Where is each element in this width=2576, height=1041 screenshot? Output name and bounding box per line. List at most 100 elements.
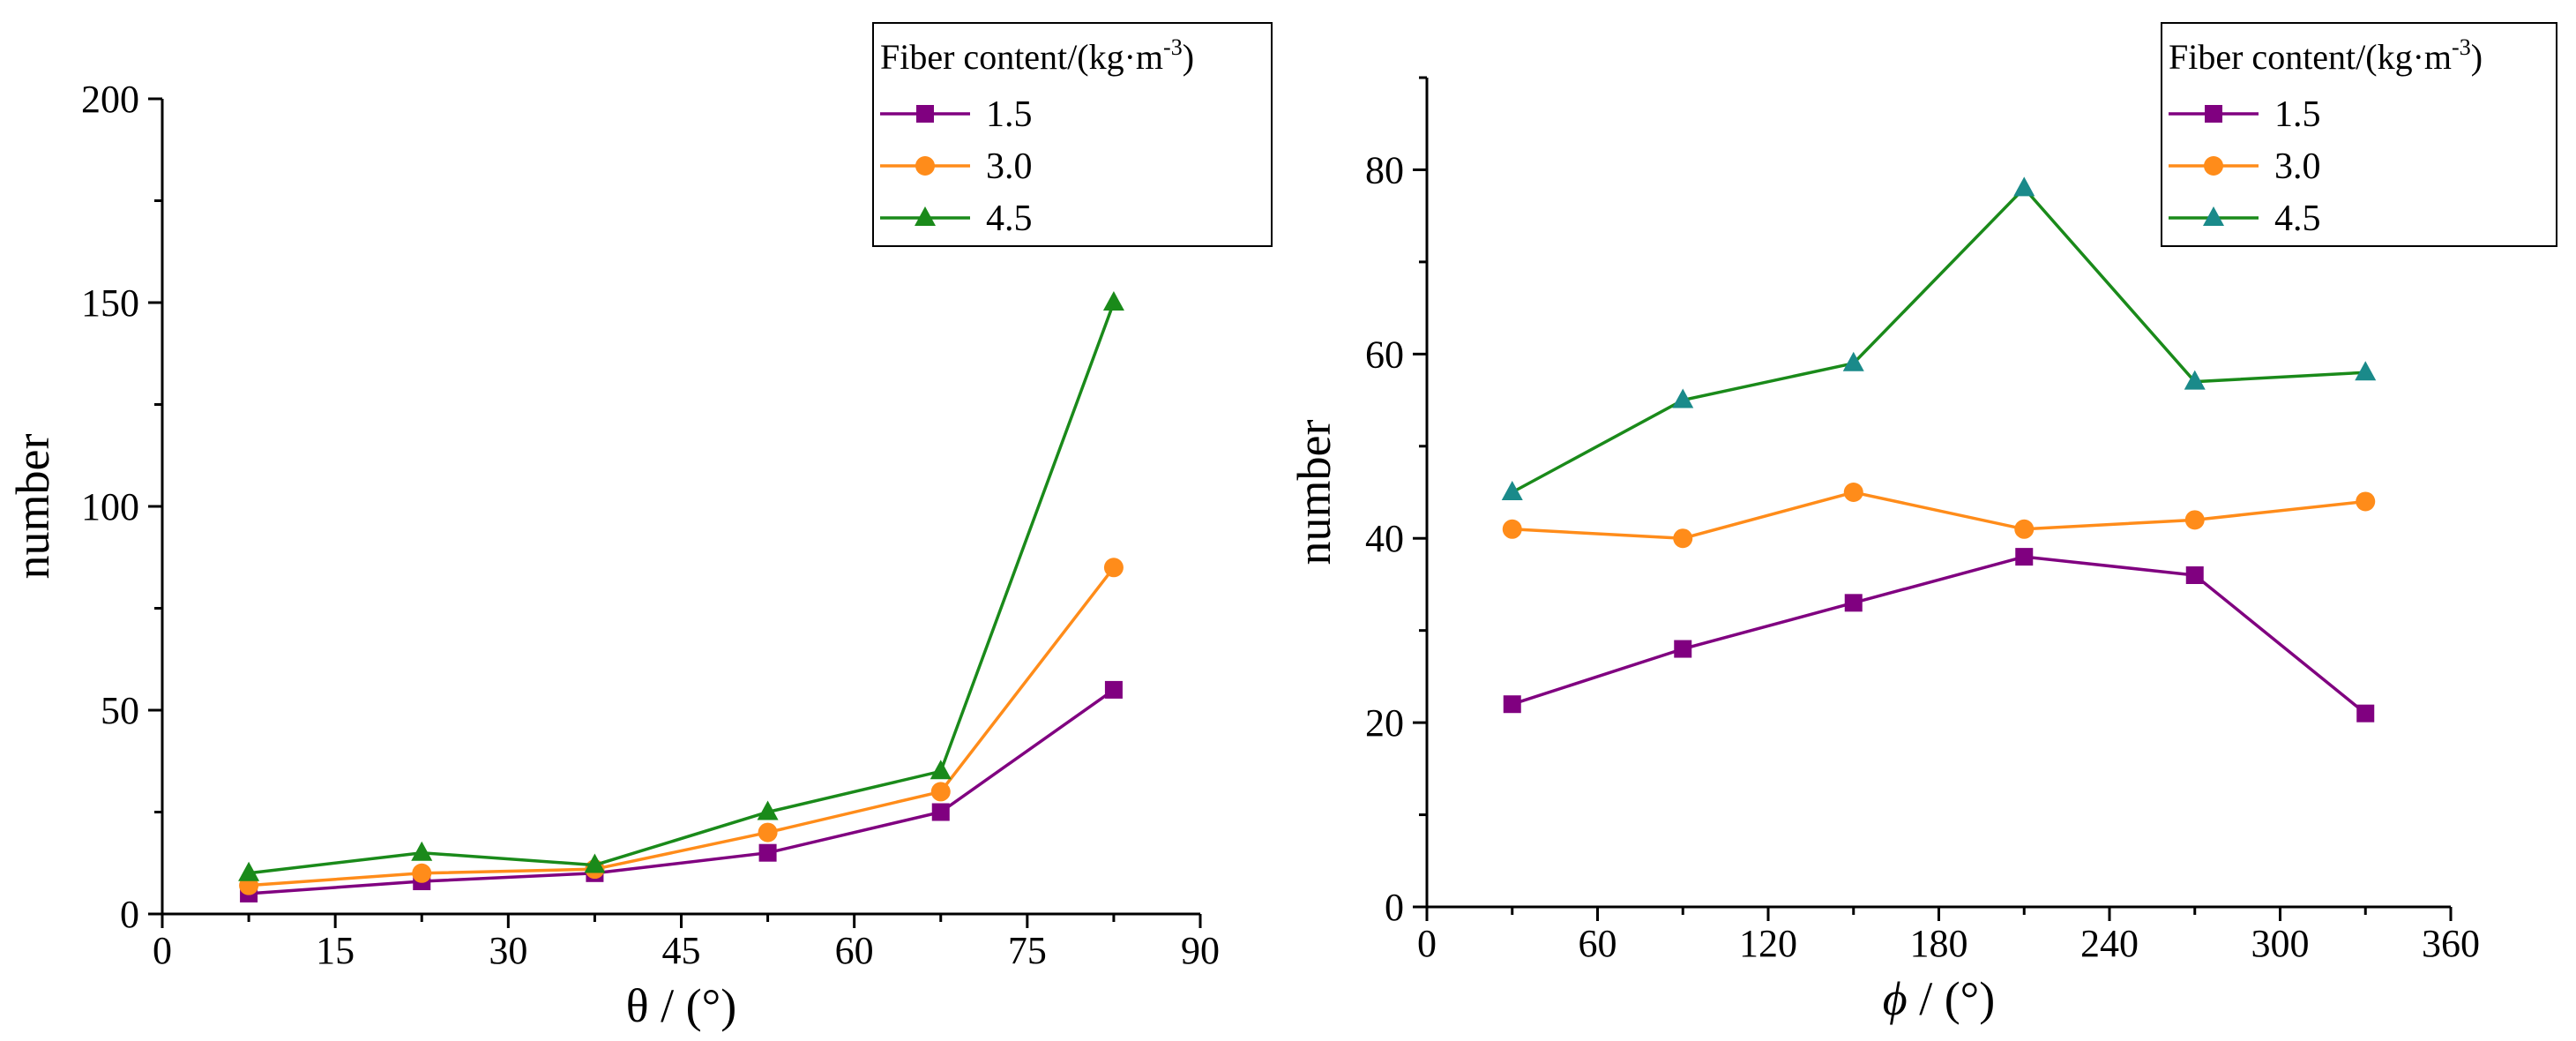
data-point (238, 861, 260, 881)
x-tick-label: 75 (1008, 929, 1047, 972)
legend-title-sup: -3 (2452, 34, 2471, 60)
series-line (1512, 491, 2366, 540)
x-tick-label: 360 (2422, 922, 2480, 965)
series-4.5 (1501, 176, 2377, 500)
legend-marker (915, 156, 935, 176)
x-tick-label: 45 (662, 929, 701, 972)
data-point (1673, 528, 1693, 549)
x-axis-title-symbol: ϕ (1883, 972, 1908, 1025)
data-point (2355, 361, 2377, 381)
x-tick-label: 300 (2251, 922, 2310, 965)
data-point (930, 782, 951, 802)
x-tick-label: 180 (1910, 922, 1968, 965)
chart-2: 0 60 120 180 240 300 360 0 20 40 60 80 ϕ / (°) number… (1288, 22, 2557, 1025)
data-point (1843, 483, 1863, 502)
y-tick-label: 60 (1365, 333, 1404, 376)
x-tick-label: 60 (835, 929, 874, 972)
x-axis-title: θ / (°) (626, 979, 736, 1032)
y-tick-label: 20 (1365, 701, 1404, 745)
data-point (2356, 704, 2375, 723)
y-axis-title: number (6, 434, 59, 580)
data-point (2356, 491, 2376, 512)
data-point (1103, 558, 1124, 578)
legend-label: 4.5 (986, 198, 1033, 239)
y-tick-label: 0 (1385, 886, 1404, 929)
data-point (411, 841, 433, 861)
series-line (248, 688, 1115, 895)
data-point (1104, 680, 1123, 699)
x-axis-title: ϕ / (°) (1883, 972, 1996, 1025)
y-axis-title: number (1288, 420, 1340, 565)
x-tick-label: 0 (153, 929, 172, 972)
legend-label: 1.5 (2274, 94, 2321, 135)
y-tick-label: 0 (120, 893, 139, 936)
x-tick-label: 0 (1417, 922, 1437, 965)
x-tick-label: 15 (316, 929, 355, 972)
x-axis-title-unit: / (°) (1908, 972, 1996, 1025)
legend-title-main: Fiber content/(kg·m (880, 37, 1163, 77)
data-point (2185, 566, 2204, 584)
data-point (758, 822, 778, 843)
series-line (1512, 555, 2367, 715)
y-tick-label: 40 (1365, 517, 1404, 560)
legend-title: Fiber content/(kg·m-3) (2169, 34, 2483, 77)
legend-title-end: ) (2471, 37, 2483, 77)
legend-title-end: ) (1183, 37, 1194, 77)
y-tick-label: 50 (101, 689, 139, 732)
data-point (758, 843, 777, 862)
chart-1: 0 15 30 45 60 75 90 0 50 100 150 200 θ / (°) number Fi… (6, 22, 1273, 1032)
legend: Fiber content/(kg·m-3) 1.5 3.0 4.5 (2161, 22, 2557, 247)
y-tick-label: 100 (81, 485, 139, 528)
data-point (1501, 481, 1523, 500)
x-tick-label: 60 (1579, 922, 1617, 965)
y-tick-label: 150 (81, 281, 139, 325)
data-point (2013, 176, 2035, 197)
data-point (1844, 594, 1863, 612)
data-point (1674, 640, 1692, 658)
y-tick-label: 200 (81, 78, 139, 121)
series-line (248, 302, 1116, 875)
legend-title: Fiber content/(kg·m-3) (880, 34, 1194, 77)
legend-marker (2204, 156, 2223, 176)
series-4.5 (238, 291, 1124, 881)
legend: Fiber content/(kg·m-3) 1.5 3.0 4.5 (872, 22, 1273, 247)
series-3.0 (239, 558, 1124, 895)
series-1.5 (240, 680, 1123, 902)
legend-marker (2205, 105, 2222, 123)
data-point (1502, 519, 1522, 539)
y-tick-label: 80 (1365, 148, 1404, 191)
data-point (2014, 519, 2035, 539)
data-point (412, 863, 432, 883)
data-point (931, 803, 950, 821)
legend-marker (2203, 206, 2224, 226)
data-point (1102, 291, 1124, 311)
x-tick-label: 30 (489, 929, 527, 972)
legend-label: 4.5 (2274, 198, 2321, 239)
x-tick-label: 240 (2080, 922, 2139, 965)
x-tick-label: 120 (1739, 922, 1797, 965)
data-point (1503, 695, 1521, 714)
series-3.0 (1502, 483, 2376, 549)
legend-box (2161, 22, 2557, 247)
data-point (584, 853, 606, 873)
data-point (2184, 510, 2205, 530)
data-point (1842, 351, 1864, 371)
series-1.5 (1503, 548, 2375, 723)
legend-marker (916, 105, 934, 123)
legend-label: 3.0 (2274, 146, 2321, 187)
legend-marker (915, 206, 936, 226)
legend-title-main: Fiber content/(kg·m (2169, 37, 2452, 77)
legend-label: 1.5 (986, 94, 1033, 135)
data-point (1672, 388, 1694, 408)
legend-title-sup: -3 (1163, 34, 1183, 60)
data-point (2015, 548, 2034, 566)
data-point (757, 800, 779, 820)
series-line (1511, 185, 2366, 494)
data-point (930, 760, 952, 780)
legend-box (872, 22, 1273, 247)
x-tick-label: 90 (1181, 929, 1220, 972)
data-point (2184, 370, 2206, 390)
series-line (248, 566, 1116, 887)
legend-label: 3.0 (986, 146, 1033, 187)
